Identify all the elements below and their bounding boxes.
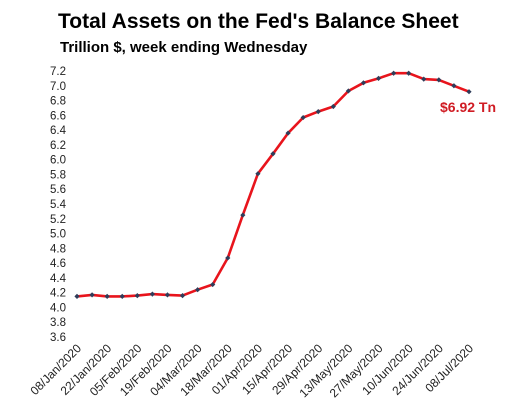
- data-point: [225, 255, 231, 261]
- data-point: [375, 75, 382, 81]
- data-point: [330, 103, 336, 110]
- data-point: [421, 76, 427, 82]
- y-tick-label: 6.0: [50, 155, 66, 167]
- y-tick-label: 4.6: [50, 258, 66, 270]
- y-tick-label: 4.2: [50, 288, 66, 300]
- y-tick-label: 5.8: [50, 169, 66, 181]
- y-tick-label: 6.6: [50, 110, 66, 122]
- y-tick-label: 5.4: [50, 199, 67, 211]
- y-tick-label: 7.0: [50, 81, 66, 93]
- data-point: [134, 293, 140, 299]
- x-axis: 08/Jan/202022/Jan/202005/Feb/202019/Feb/…: [28, 341, 477, 400]
- data-point: [255, 171, 261, 177]
- y-tick-label: 7.2: [50, 66, 66, 78]
- y-tick-label: 3.6: [50, 332, 66, 344]
- data-point: [436, 77, 442, 83]
- y-axis: 3.6 3.8 4.0 4.2 4.4 4.6 4.8 5.0 5.2 5.4 5.6 5.8 6.0 6…: [50, 66, 67, 344]
- y-tick-label: 4.0: [50, 302, 66, 314]
- data-point: [406, 70, 412, 76]
- data-point: [74, 293, 80, 299]
- chart-subtitle: Trillion $, week ending Wednesday: [60, 39, 308, 56]
- data-point: [451, 83, 457, 89]
- data-point: [164, 292, 171, 298]
- y-tick-label: 6.4: [50, 125, 67, 137]
- data-point: [119, 293, 125, 299]
- data-point: [210, 281, 216, 288]
- last-value-annotation: $6.92 Tn: [440, 99, 496, 115]
- series-line: [76, 71, 470, 298]
- data-point: [285, 130, 291, 136]
- data-point: [179, 293, 186, 299]
- data-point: [104, 293, 110, 299]
- data-point: [360, 80, 367, 86]
- y-tick-label: 5.6: [50, 184, 66, 196]
- y-tick-label: 6.2: [50, 140, 66, 152]
- data-series: [74, 70, 472, 299]
- data-point: [149, 291, 155, 297]
- data-point: [345, 88, 351, 94]
- data-point: [391, 70, 397, 76]
- y-tick-label: 3.8: [50, 317, 66, 329]
- data-point: [466, 89, 472, 95]
- y-tick-label: 5.0: [50, 229, 66, 241]
- y-tick-label: 5.2: [50, 214, 66, 226]
- data-point: [195, 287, 201, 293]
- data-point: [89, 292, 95, 298]
- data-point: [270, 151, 276, 157]
- data-point: [240, 212, 246, 218]
- y-tick-label: 6.8: [50, 96, 66, 108]
- y-tick-label: 4.8: [50, 243, 66, 255]
- y-tick-label: 4.4: [50, 273, 67, 285]
- data-point: [300, 114, 306, 121]
- chart-title: Total Assets on the Fed's Balance Sheet: [58, 10, 459, 33]
- data-point: [315, 109, 321, 115]
